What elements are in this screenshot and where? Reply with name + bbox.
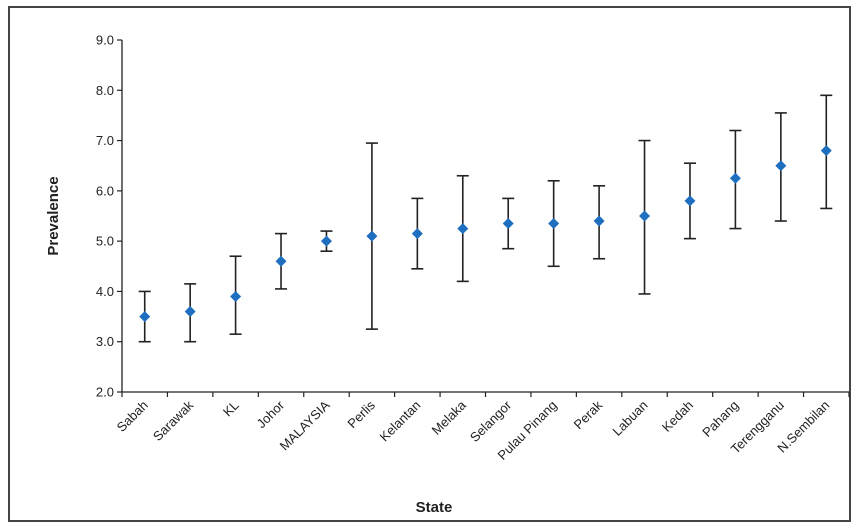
- data-point: [457, 223, 469, 235]
- data-point: [775, 160, 787, 172]
- x-tick-label: Labuan: [609, 398, 650, 439]
- error-bars: [138, 94, 833, 343]
- data-point: [593, 215, 605, 227]
- y-tick-label: 5.0: [96, 234, 114, 249]
- data-point: [820, 145, 832, 157]
- data-point: [502, 218, 514, 230]
- x-tick-label: Johor: [254, 397, 288, 431]
- y-tick-label: 2.0: [96, 385, 114, 400]
- y-tick-label: 4.0: [96, 284, 114, 299]
- x-tick-label: Perak: [571, 397, 606, 432]
- x-tick-label: Pahang: [699, 398, 741, 440]
- y-axis-title: Prevalence: [45, 176, 62, 255]
- data-point: [366, 230, 378, 242]
- y-tick-label: 9.0: [96, 33, 114, 48]
- data-point: [729, 172, 741, 184]
- data-point: [139, 311, 151, 323]
- data-points: [139, 145, 832, 323]
- x-tick-label: MALAYSIA: [277, 397, 333, 453]
- y-tick-label: 7.0: [96, 133, 114, 148]
- data-point: [275, 255, 287, 267]
- x-tick-label: Kelantan: [377, 398, 424, 445]
- y-tick-label: 3.0: [96, 334, 114, 349]
- x-axis-title: State: [416, 499, 453, 516]
- data-point: [184, 306, 196, 318]
- x-tick-label: Perlis: [344, 397, 378, 431]
- data-point: [548, 218, 560, 230]
- x-tick-label: Sabah: [114, 398, 151, 435]
- data-point: [639, 210, 651, 222]
- data-point: [230, 290, 242, 302]
- y-tick-label: 8.0: [96, 83, 114, 98]
- x-tick-label: Sarawak: [150, 397, 197, 444]
- x-tick-label: KL: [220, 398, 242, 420]
- x-tick-label: Melaka: [429, 397, 470, 438]
- y-tick-label: 6.0: [96, 183, 114, 198]
- data-point: [684, 195, 696, 207]
- chart-frame: [8, 6, 851, 522]
- data-point: [411, 228, 423, 240]
- x-tick-label: Kedah: [659, 398, 696, 435]
- data-point: [320, 235, 332, 247]
- y-axis: 2.0 3.0 4.0 5.0 6.0 7.0 8.0 9.0: [96, 33, 123, 400]
